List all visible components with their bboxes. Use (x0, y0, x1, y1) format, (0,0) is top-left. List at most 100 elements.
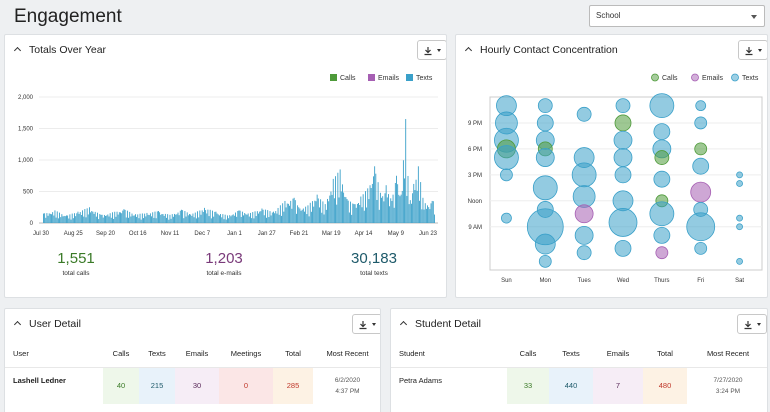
bar (302, 208, 304, 223)
bar (421, 209, 423, 223)
bar (261, 208, 263, 223)
col-header[interactable]: Student (399, 349, 425, 359)
bar (70, 219, 72, 223)
bubble (538, 254, 552, 268)
bar-x-tick-label: Aug 25 (64, 231, 84, 237)
bubble (534, 233, 556, 255)
user-name: Lashell Ledner (13, 375, 66, 385)
col-header[interactable]: Calls (519, 349, 537, 359)
col-header[interactable]: Texts (562, 349, 580, 359)
collapse-chevron-icon[interactable] (399, 320, 408, 329)
bar (92, 211, 94, 223)
bar (154, 211, 156, 223)
collapse-chevron-icon[interactable] (13, 46, 22, 55)
user-detail-table: User Calls Texts Emails Meetings Total M… (5, 341, 380, 404)
totals-download-button[interactable] (417, 40, 446, 60)
bar (345, 197, 347, 223)
student-download-button[interactable] (737, 314, 767, 334)
bar (417, 166, 419, 223)
table-row[interactable]: Petra Adams 33 440 7 480 7/27/2020 3:24 … (391, 367, 767, 404)
hourly-download-button[interactable] (738, 40, 767, 60)
totals-card-title: Totals Over Year (29, 44, 107, 56)
bar (224, 214, 226, 223)
bar-x-tick-label: Mar 19 (322, 231, 341, 237)
bar (430, 203, 432, 223)
col-header[interactable]: Most Recent (706, 349, 750, 359)
bar (128, 217, 129, 223)
col-header[interactable]: Emails (185, 349, 209, 359)
bubble (649, 93, 675, 119)
bar (178, 215, 180, 223)
bar (343, 192, 345, 223)
bar (413, 183, 415, 223)
bubble-x-tick-label: Tues (578, 278, 591, 284)
school-select[interactable]: School (589, 5, 765, 27)
bar (352, 203, 354, 223)
bar (177, 212, 179, 223)
bar (382, 196, 384, 223)
bar (348, 212, 350, 223)
bubble (653, 123, 671, 140)
bar (350, 201, 351, 223)
bar (106, 215, 108, 223)
bar (251, 218, 253, 223)
bubble (537, 98, 553, 114)
bar (82, 210, 83, 223)
user-download-button[interactable] (352, 314, 380, 334)
bar (434, 214, 435, 223)
col-header[interactable]: Texts (148, 349, 166, 359)
bar (298, 207, 300, 223)
bar (114, 211, 116, 223)
collapse-chevron-icon[interactable] (464, 46, 473, 55)
bar (151, 216, 152, 223)
bar (227, 215, 228, 223)
bar (315, 201, 317, 223)
bar (179, 210, 181, 223)
bar (102, 217, 104, 223)
bar (307, 205, 309, 223)
col-header[interactable]: User (13, 349, 29, 359)
bar (287, 203, 289, 223)
bar (266, 217, 267, 223)
bar (235, 212, 236, 223)
bar (367, 188, 369, 223)
student-total: 480 (643, 367, 687, 404)
bar (62, 216, 64, 223)
bar (423, 209, 425, 223)
col-header[interactable]: Most Recent (326, 349, 369, 359)
bar (89, 207, 90, 223)
collapse-chevron-icon[interactable] (13, 320, 22, 329)
bar (206, 213, 208, 223)
col-header[interactable]: Emails (606, 349, 630, 359)
bar (158, 211, 159, 223)
bar (275, 211, 277, 223)
bubble (694, 142, 708, 156)
bar (240, 216, 242, 223)
table-row[interactable]: Lashell Ledner 40 215 30 0 285 6/2/2020 … (5, 367, 380, 404)
download-icon (424, 47, 432, 56)
bar-y-tick-label: 0 (30, 221, 34, 227)
student-name: Petra Adams (399, 375, 442, 385)
bar (286, 203, 288, 223)
bar (429, 209, 431, 223)
bar (278, 214, 280, 223)
bar (212, 210, 213, 223)
student-texts: 440 (549, 367, 593, 404)
bar (200, 214, 202, 223)
stat-calls-label: total calls (62, 270, 90, 277)
bar (310, 211, 312, 223)
bar (255, 216, 257, 223)
col-header[interactable]: Meetings (230, 349, 262, 359)
bar (195, 218, 197, 223)
col-header[interactable]: Total (285, 349, 301, 359)
col-header[interactable]: Total (657, 349, 673, 359)
download-icon (744, 321, 752, 330)
bar (237, 210, 239, 223)
bar (369, 185, 371, 223)
bar (120, 212, 121, 223)
col-header[interactable]: Calls (112, 349, 130, 359)
bar (389, 206, 391, 223)
bar (296, 213, 297, 223)
bar (283, 211, 285, 223)
bar (170, 218, 172, 223)
